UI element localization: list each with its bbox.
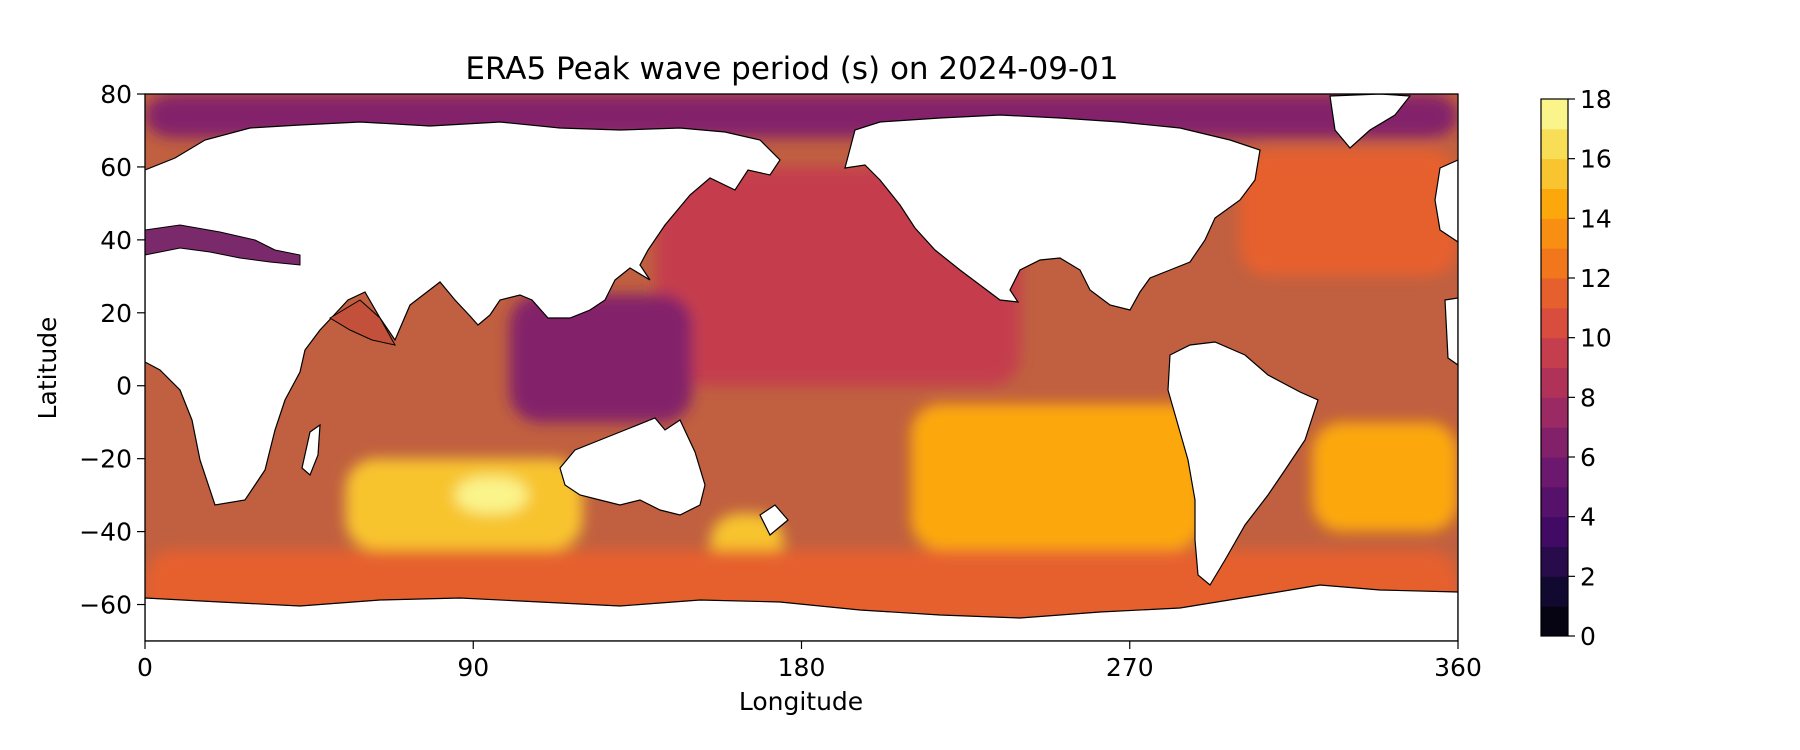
colorbar-segment-4 <box>1541 486 1568 518</box>
colorbar-segment-3 <box>1541 516 1568 547</box>
y-tick-label-5: −20 <box>79 445 132 474</box>
colorbar-tick-label-5: 10 <box>1580 324 1612 353</box>
x-tick-label-0: 0 <box>137 653 153 682</box>
landmass-madagascar <box>301 423 321 477</box>
colorbar-segment-7 <box>1541 397 1568 428</box>
colorbar-frame <box>1540 98 1569 637</box>
colorbar-tick-label-8: 16 <box>1580 145 1612 174</box>
colorbar-tick-label-6: 12 <box>1580 264 1612 293</box>
colorbar-tick-label-1: 2 <box>1580 562 1596 591</box>
colorbar-segment-2 <box>1541 546 1568 577</box>
mediterranean <box>145 224 301 266</box>
field-region-1 <box>509 294 693 423</box>
y-axis-ticks: 80 60 40 20 0 −20 −40 −60 <box>79 80 145 620</box>
colorbar-segment-11 <box>1541 278 1568 309</box>
y-tick-label-6: −40 <box>79 518 132 547</box>
landmass-europe-east-edge <box>1434 159 1458 243</box>
arabian-sea <box>329 299 396 346</box>
landmass-north-america <box>844 114 1261 311</box>
y-axis-label: Latitude <box>33 317 62 420</box>
colorbar-segment-17 <box>1541 99 1568 130</box>
chart-title: ERA5 Peak wave period (s) on 2024-09-01 <box>465 51 1118 87</box>
colorbar-tick-label-0: 0 <box>1580 622 1596 651</box>
field-region-6 <box>910 403 1203 550</box>
landmass-new-zealand <box>759 504 789 536</box>
x-tick-label-3: 270 <box>1106 653 1154 682</box>
colorbar-segment-15 <box>1541 158 1568 189</box>
y-tick-label-3: 20 <box>100 299 132 328</box>
x-tick-label-1: 90 <box>457 653 489 682</box>
colorbar-tick-label-2: 4 <box>1580 503 1596 532</box>
y-tick-label-7: −60 <box>79 591 132 620</box>
colorbar-segment-16 <box>1541 128 1568 160</box>
colorbar-segment-6 <box>1541 427 1568 458</box>
colorbar-tick-label-4: 8 <box>1580 383 1596 412</box>
colorbar-segment-10 <box>1541 307 1568 339</box>
colorbar-segment-1 <box>1541 576 1568 607</box>
colorbar-segment-13 <box>1541 218 1568 249</box>
field-region-9 <box>1312 422 1458 532</box>
colorbar-segment-9 <box>1541 337 1568 368</box>
plot-area <box>145 94 1458 641</box>
x-tick-label-4: 360 <box>1434 653 1482 682</box>
colorbar: 0 2 4 6 8 10 12 14 16 18 <box>1540 85 1612 651</box>
colorbar-segment-5 <box>1541 457 1568 488</box>
colorbar-segment-12 <box>1541 248 1568 279</box>
landmass-africa-east-edge <box>1444 297 1458 366</box>
field-region-3 <box>455 476 528 514</box>
landmass-eurasia-africa <box>145 121 781 506</box>
colorbar-segment-0 <box>1541 606 1568 637</box>
land-masses <box>145 94 1458 641</box>
colorbar-tick-label-7: 14 <box>1580 204 1612 233</box>
landmass-australia <box>559 417 706 516</box>
y-tick-label-0: 80 <box>100 80 132 109</box>
colorbar-tick-label-3: 6 <box>1580 443 1596 472</box>
x-axis-ticks: 0 90 180 270 360 <box>137 641 1482 682</box>
y-tick-label-1: 60 <box>100 153 132 182</box>
x-axis-label: Longitude <box>739 687 863 716</box>
field-region-8 <box>1239 148 1458 277</box>
y-tick-label-2: 40 <box>100 226 132 255</box>
colorbar-segment-14 <box>1541 188 1568 219</box>
x-tick-label-2: 180 <box>778 653 826 682</box>
landmass-antarctica <box>145 584 1458 641</box>
y-tick-label-4: 0 <box>116 372 132 401</box>
colorbar-segment-8 <box>1541 367 1568 398</box>
landmass-south-america <box>1167 341 1319 586</box>
colorbar-tick-label-9: 18 <box>1580 85 1612 114</box>
